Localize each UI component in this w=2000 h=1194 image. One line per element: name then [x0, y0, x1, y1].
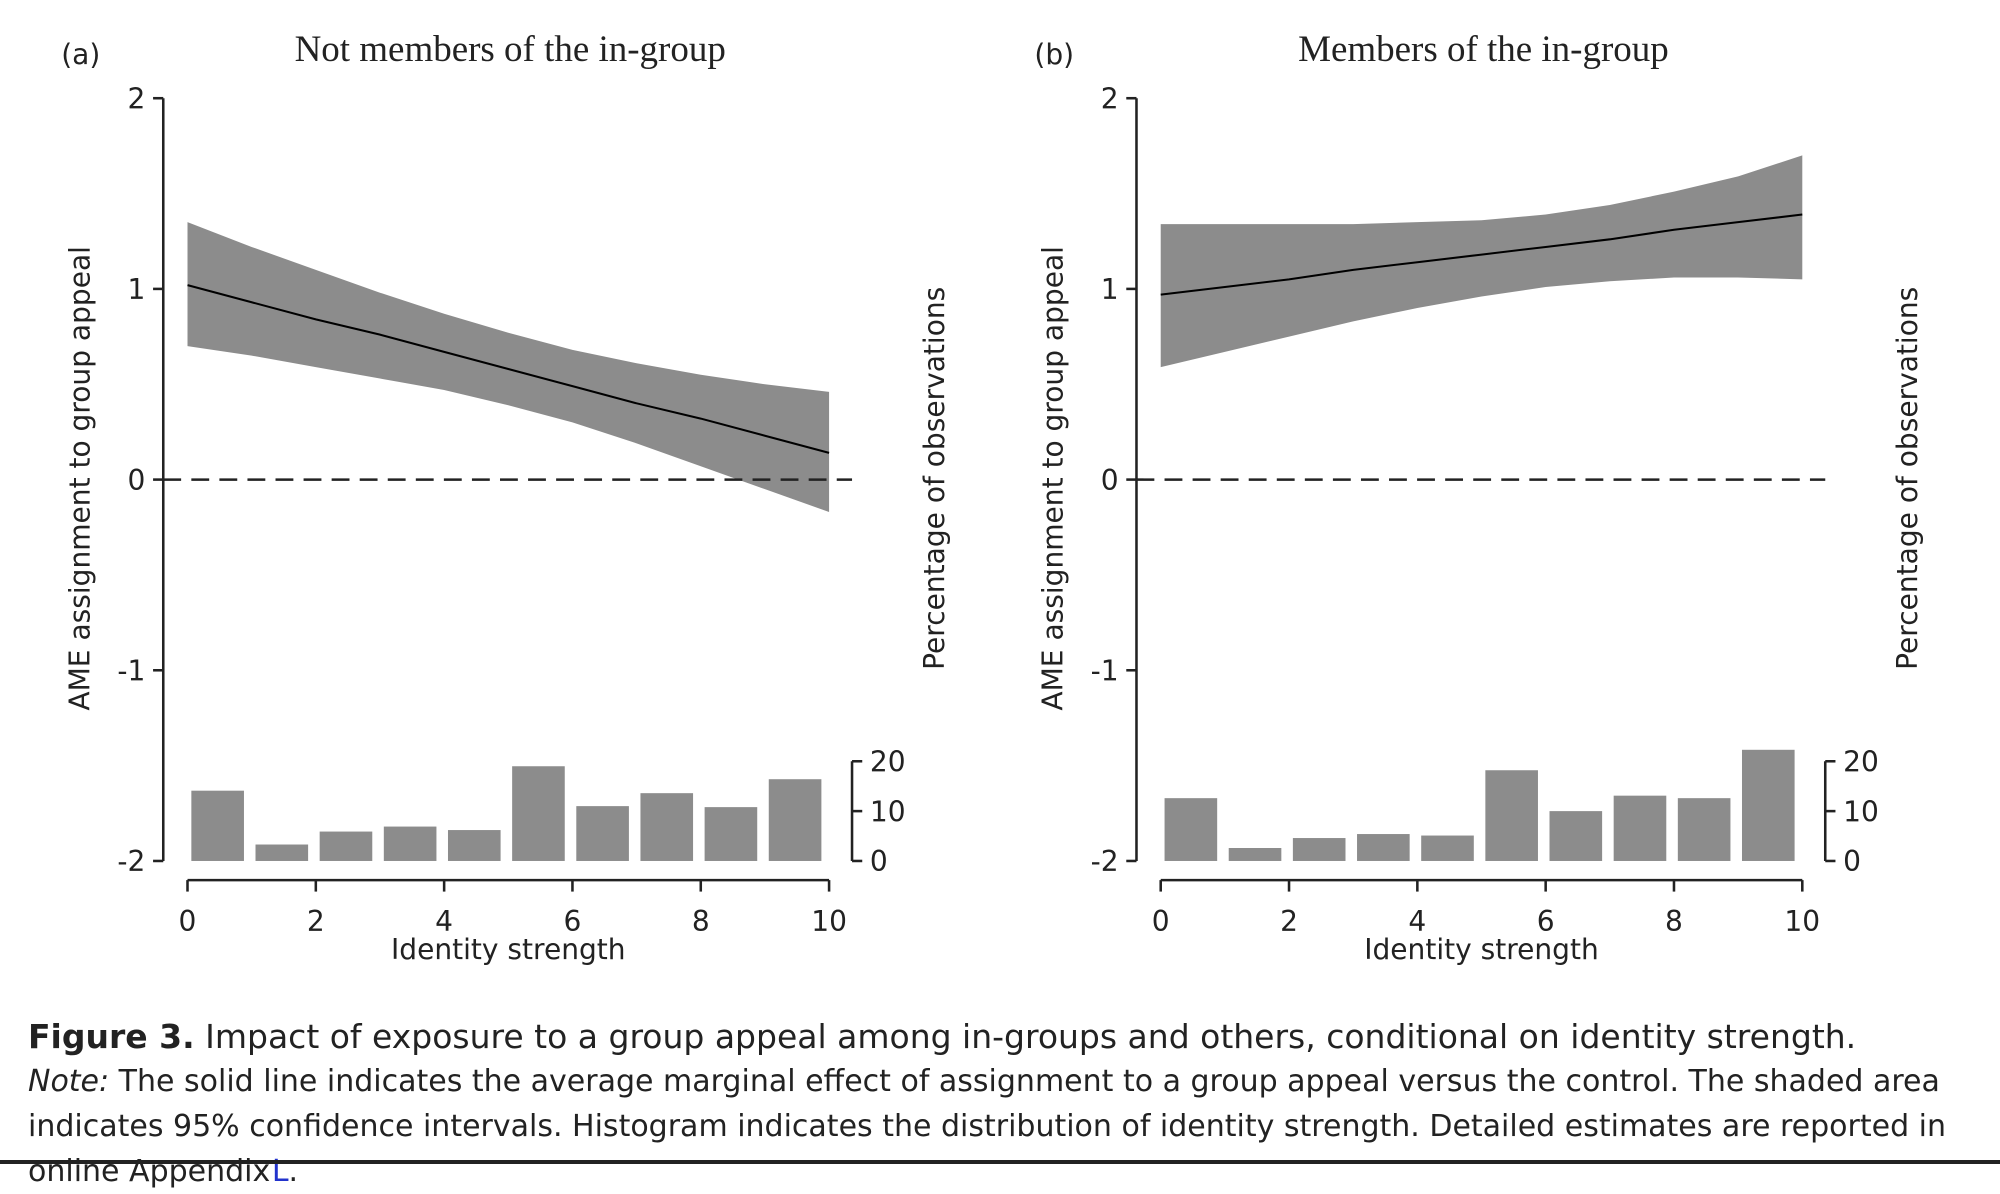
x-tick-label: 10: [811, 905, 847, 938]
note-label: Note:: [28, 1064, 110, 1099]
histogram-bar: [447, 830, 501, 861]
histogram-bar: [191, 790, 244, 861]
histogram-bar: [319, 831, 373, 861]
confidence-band: [1160, 155, 1803, 368]
effect-line: [1160, 213, 1803, 296]
y-tick-label: 0: [1101, 464, 1119, 497]
histogram-bar: [576, 806, 629, 861]
y-axis-label: AME assignment to group appeal: [63, 246, 96, 711]
x-axis-label: Identity strength: [391, 933, 626, 966]
x-tick-label: 2: [307, 905, 325, 938]
x-tick-label: 4: [1408, 905, 1426, 938]
histogram-bar: [1613, 795, 1667, 861]
histogram-bar: [640, 793, 694, 861]
note-text: The solid line indicates the average mar…: [28, 1064, 1946, 1189]
bottom-rule: [0, 1160, 2000, 1164]
histogram-bar: [1549, 811, 1603, 861]
y2-tick-label: 0: [870, 845, 888, 878]
y-tick-label: 0: [128, 464, 146, 497]
y2-tick-label: 0: [1843, 845, 1861, 878]
histogram-bar: [1164, 798, 1218, 861]
chart-title: Not members of the in-group: [295, 28, 726, 69]
histogram-bar: [768, 779, 822, 861]
effect-line: [187, 284, 830, 454]
histogram-bar: [1741, 749, 1795, 861]
y-tick-label: -1: [117, 654, 145, 687]
histogram-bar: [1292, 838, 1346, 861]
confidence-band: [187, 222, 830, 513]
y2-tick-label: 20: [1843, 745, 1879, 778]
x-tick-label: 8: [692, 905, 710, 938]
caption-title: Figure 3. Impact of exposure to a group …: [28, 1014, 1978, 1059]
x-tick-label: 0: [179, 905, 197, 938]
y2-tick-label: 10: [870, 795, 906, 828]
y2-tick-label: 10: [1843, 795, 1879, 828]
histogram-bar: [1228, 848, 1282, 861]
x-tick-label: 6: [1537, 905, 1555, 938]
x-axis-label: Identity strength: [1364, 933, 1599, 966]
x-tick-label: 0: [1152, 905, 1170, 938]
panel-label: (a): [61, 38, 100, 71]
histogram-bar: [704, 807, 758, 861]
y-tick-label: 1: [1101, 273, 1119, 306]
histogram-bar: [1677, 798, 1731, 861]
x-tick-label: 4: [435, 905, 453, 938]
caption-note: Note: The solid line indicates the avera…: [28, 1059, 1978, 1194]
y2-axis-label: Percentage of observations: [918, 287, 951, 670]
y-tick-label: -2: [1091, 845, 1119, 878]
histogram-bar: [1485, 770, 1538, 861]
histogram-bar: [512, 766, 565, 861]
page: (a) Not members of the in-group -2 -1 0 1 2 AME…: [0, 28, 2000, 1189]
y-tick-label: -2: [117, 845, 145, 878]
x-tick-label: 6: [564, 905, 582, 938]
charts: (a) Not members of the in-group -2 -1 0 1 2 AME…: [61, 28, 1924, 966]
chart-title: Members of the in-group: [1298, 28, 1669, 69]
y-tick-label: 2: [1101, 82, 1119, 115]
y2-axis-label: Percentage of observations: [1891, 287, 1924, 670]
y2-tick-label: 20: [870, 745, 906, 778]
y-tick-label: 1: [128, 273, 146, 306]
histogram-bar: [255, 844, 309, 861]
x-tick-label: 10: [1784, 905, 1820, 938]
y-tick-label: -1: [1091, 654, 1119, 687]
histogram-bar: [1421, 835, 1474, 861]
x-tick-label: 2: [1280, 905, 1298, 938]
x-tick-label: 8: [1665, 905, 1683, 938]
panel-label: (b): [1034, 38, 1074, 71]
caption: Figure 3. Impact of exposure to a group …: [28, 1014, 1978, 1194]
caption-text: Impact of exposure to a group appeal amo…: [205, 1017, 1857, 1056]
histogram-bar: [383, 826, 437, 861]
y-axis-label: AME assignment to group appeal: [1037, 246, 1070, 711]
figure-label: Figure 3.: [28, 1017, 195, 1056]
y-tick-label: 2: [128, 82, 146, 115]
histogram-bar: [1357, 834, 1410, 861]
